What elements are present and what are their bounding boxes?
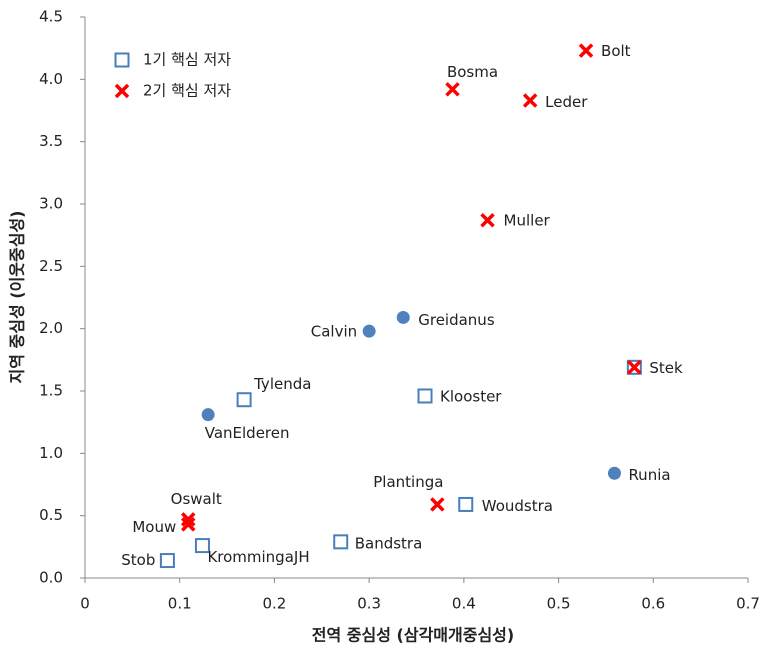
point [396,310,410,324]
y-tick-label: 4.0 [39,70,63,88]
x-axis-title: 전역 중심성 (삼각매개중심성) [312,626,514,645]
point [480,212,495,228]
point [578,43,594,58]
point [626,359,642,375]
point [458,496,474,512]
x-tick-label: 0.3 [357,595,381,613]
x-tick-label: 0.6 [641,595,665,613]
legend-marker [114,52,130,68]
point [201,408,215,422]
point-label: Tylenda [253,375,311,393]
point-label: Muller [504,212,551,230]
y-tick-label: 3.0 [39,195,63,213]
point-label: KrommingaJH [207,548,309,566]
point-label: Oswalt [171,490,222,508]
legend-label: 1기 핵심 저자 [143,51,231,69]
point-label: Bosma [447,63,498,81]
y-tick-label: 4.5 [39,8,63,26]
point-label: Plantinga [373,473,443,491]
point-label: Stob [121,551,155,569]
point [445,82,460,97]
legend-marker [114,83,130,99]
x-tick-label: 0.1 [168,595,192,613]
point-label: Greidanus [418,311,495,329]
point-label: Mouw [132,518,176,536]
x-tick-label: 0 [80,595,90,613]
point-label: Woudstra [482,497,553,515]
point-label: Klooster [440,387,502,405]
y-tick-label: 3.5 [39,132,63,150]
point-label: Bolt [601,42,631,60]
point [181,512,196,527]
legend-label: 2기 핵심 저자 [143,82,231,100]
point-label: Bandstra [355,534,423,552]
x-tick-label: 0.5 [547,595,571,613]
point [607,466,621,480]
x-tick-label: 0.2 [262,595,286,613]
point [627,360,642,375]
y-tick-label: 0.5 [39,506,63,524]
y-tick-label: 1.0 [39,444,63,462]
point [430,497,445,512]
y-tick-label: 0.0 [39,569,63,587]
point-label: Calvin [311,323,357,341]
y-tick-label: 2.5 [39,257,63,275]
point [181,517,196,532]
point [159,553,175,569]
x-tick-label: 0.7 [736,595,760,613]
point [417,388,433,404]
y-axis-title: 지역 중심성 (이웃중심성) [8,211,27,384]
point-label: Leder [545,93,588,111]
point-label: Stek [649,359,683,377]
point [362,324,376,338]
x-tick-label: 0.4 [452,595,476,613]
point [236,392,252,408]
point [194,538,210,554]
point [522,93,538,108]
y-tick-label: 2.0 [39,319,63,337]
point-label: Runia [628,466,670,484]
point-label: VanElderen [205,424,290,442]
y-tick-label: 1.5 [39,382,63,400]
point [333,534,349,550]
